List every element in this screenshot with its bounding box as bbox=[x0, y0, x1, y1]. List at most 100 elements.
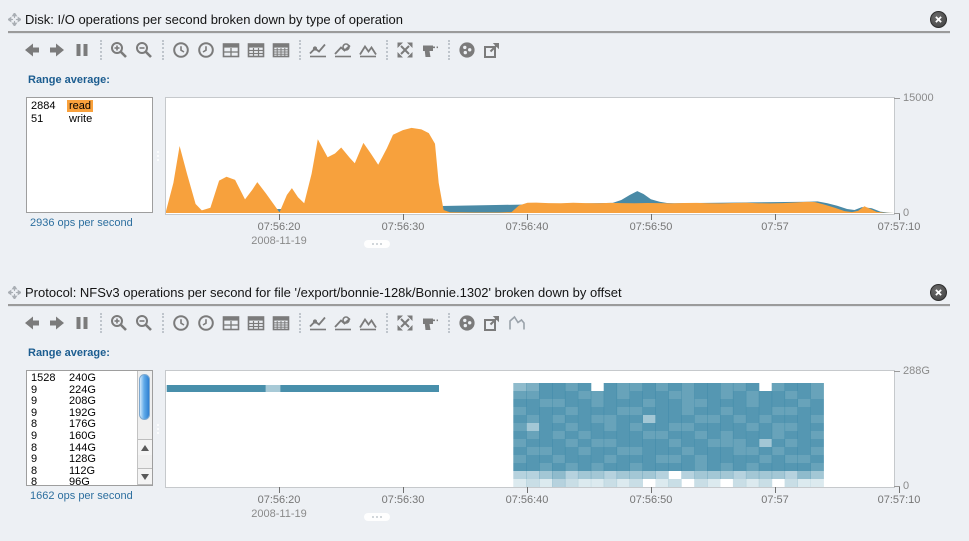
resize-handle[interactable] bbox=[364, 240, 390, 248]
x-axis-label: 07:57:10 bbox=[877, 494, 921, 506]
zoom-in-icon[interactable] bbox=[109, 312, 129, 334]
move-icon[interactable] bbox=[8, 12, 21, 26]
line-average-icon[interactable] bbox=[333, 39, 353, 61]
back-icon[interactable] bbox=[22, 39, 42, 61]
resize-handle[interactable] bbox=[364, 513, 390, 521]
list-item[interactable]: 9 128G bbox=[31, 453, 137, 466]
x-axis-tick bbox=[651, 214, 652, 220]
item-name: 160G bbox=[69, 429, 96, 442]
table-minute-icon[interactable] bbox=[246, 39, 266, 61]
table-minute-icon[interactable] bbox=[246, 312, 266, 334]
table-hour-icon[interactable] bbox=[221, 312, 241, 334]
pause-icon[interactable] bbox=[72, 39, 92, 61]
x-axis-tick bbox=[651, 487, 652, 493]
line-average-icon[interactable] bbox=[333, 312, 353, 334]
clock-back-icon[interactable] bbox=[171, 312, 191, 334]
x-axis-label: 07:56:40 bbox=[505, 494, 549, 506]
mountains-maximum-icon[interactable] bbox=[358, 312, 378, 334]
y-axis-max-label: 15000 bbox=[903, 92, 934, 104]
list-item[interactable]: 51 write bbox=[31, 113, 152, 126]
line-minimum-icon[interactable] bbox=[308, 312, 328, 334]
clock-forward-icon[interactable] bbox=[196, 39, 216, 61]
expand-icon[interactable] bbox=[395, 39, 415, 61]
scroll-down-icon[interactable] bbox=[138, 468, 152, 485]
list-item[interactable]: 8 112G bbox=[31, 464, 137, 478]
forward-icon[interactable] bbox=[47, 312, 67, 334]
list-item[interactable]: 9 192G bbox=[31, 406, 137, 420]
item-name: read bbox=[67, 100, 94, 112]
item-name: 192G bbox=[69, 406, 96, 419]
drilldown-icon[interactable] bbox=[420, 312, 440, 334]
list-item[interactable]: 2884 read bbox=[31, 100, 152, 113]
area-chart-plot[interactable] bbox=[165, 97, 895, 215]
back-icon[interactable] bbox=[22, 312, 42, 334]
table-second-icon[interactable] bbox=[271, 39, 291, 61]
list-item[interactable]: 8 96G bbox=[31, 476, 137, 486]
scrollbar-thumb[interactable] bbox=[139, 374, 150, 420]
heatmap-bar-240G bbox=[166, 385, 266, 392]
toolbar-separator bbox=[448, 40, 450, 60]
mountains-maximum-icon[interactable] bbox=[358, 39, 378, 61]
drilldown-icon[interactable] bbox=[420, 39, 440, 61]
panel-splitter[interactable] bbox=[156, 420, 160, 438]
range-average-label: Range average: bbox=[28, 74, 110, 86]
x-axis-label: 07:56:30 bbox=[381, 221, 425, 233]
outline-icon[interactable] bbox=[507, 312, 527, 334]
zoom-out-icon[interactable] bbox=[134, 312, 154, 334]
move-icon[interactable] bbox=[8, 285, 21, 299]
list-item[interactable]: 8 176G bbox=[31, 419, 137, 431]
page-title: Protocol: NFSv3 operations per second fo… bbox=[25, 284, 622, 300]
close-icon[interactable] bbox=[930, 284, 947, 301]
zoom-out-icon[interactable] bbox=[134, 39, 154, 61]
list-item[interactable]: 9 224G bbox=[31, 384, 137, 397]
export-icon[interactable] bbox=[482, 39, 502, 61]
item-name: 96G bbox=[69, 476, 90, 486]
toolbar-separator bbox=[299, 40, 301, 60]
item-name: 176G bbox=[69, 418, 96, 431]
x-axis-label: 07:56:40 bbox=[505, 221, 549, 233]
x-axis-tick bbox=[775, 487, 776, 493]
item-value: 9 bbox=[31, 406, 38, 419]
table-hour-icon[interactable] bbox=[221, 39, 241, 61]
y-axis-tick bbox=[894, 213, 900, 214]
x-axis-tick bbox=[775, 214, 776, 220]
export-icon[interactable] bbox=[482, 312, 502, 334]
zoom-in-icon[interactable] bbox=[109, 39, 129, 61]
item-name: 208G bbox=[69, 395, 96, 408]
x-axis-label: 07:57:10 bbox=[877, 221, 921, 233]
clock-back-icon[interactable] bbox=[171, 39, 191, 61]
x-axis-date-label: 2008-11-19 bbox=[251, 508, 307, 520]
panel-splitter[interactable] bbox=[156, 147, 160, 165]
x-axis-label: 07:56:20 bbox=[257, 494, 301, 506]
item-name: write bbox=[69, 113, 93, 125]
sphere-icon[interactable] bbox=[457, 39, 477, 61]
item-value: 8 bbox=[31, 418, 38, 431]
forward-icon[interactable] bbox=[47, 39, 67, 61]
breakdown-list[interactable]: 2884 read 51 write bbox=[26, 97, 153, 213]
panel-header: Disk: I/O operations per second broken d… bbox=[8, 10, 403, 28]
expand-icon[interactable] bbox=[395, 312, 415, 334]
toolbar bbox=[22, 38, 507, 62]
y-axis-tick bbox=[894, 98, 900, 99]
scroll-up-icon[interactable] bbox=[138, 439, 152, 455]
pause-icon[interactable] bbox=[72, 312, 92, 334]
sphere-icon[interactable] bbox=[457, 312, 477, 334]
list-item[interactable]: 9 208G bbox=[31, 395, 137, 408]
close-icon[interactable] bbox=[930, 11, 947, 28]
x-axis-label: 07:56:50 bbox=[629, 494, 673, 506]
list-item[interactable]: 8 144G bbox=[31, 441, 137, 455]
breakdown-list[interactable]: 1528 240G 9 224G 9 208G 9 192G 8 176G 9 160G 8 144G 9 1… bbox=[26, 370, 153, 486]
x-axis-tick bbox=[279, 487, 280, 493]
item-value: 8 bbox=[31, 441, 38, 454]
heatmap-plot[interactable] bbox=[165, 370, 895, 488]
list-item[interactable]: 1528 240G bbox=[31, 372, 137, 385]
line-minimum-icon[interactable] bbox=[308, 39, 328, 61]
toolbar-separator bbox=[162, 313, 164, 333]
clock-forward-icon[interactable] bbox=[196, 312, 216, 334]
table-second-icon[interactable] bbox=[271, 312, 291, 334]
list-item[interactable]: 9 160G bbox=[31, 429, 137, 443]
scrollbar[interactable] bbox=[137, 371, 152, 485]
item-name: 144G bbox=[69, 441, 96, 454]
item-name: 112G bbox=[69, 464, 96, 477]
y-axis-tick bbox=[894, 371, 900, 372]
